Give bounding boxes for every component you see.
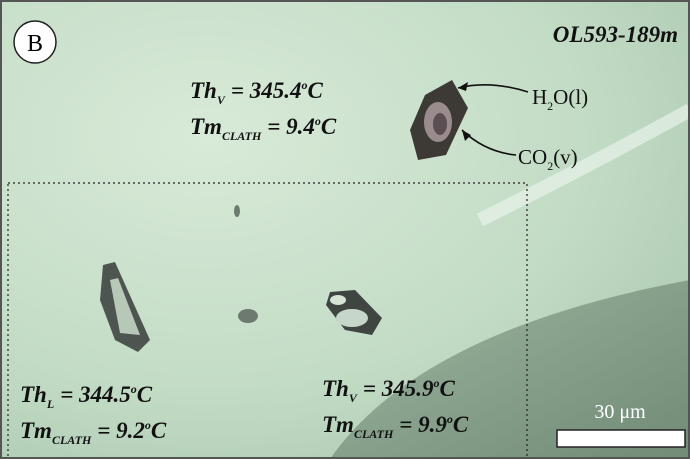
unit: C xyxy=(151,418,167,443)
sample-id: OL593-189m xyxy=(553,22,678,47)
subscript: V xyxy=(217,93,226,107)
unit: C xyxy=(453,412,469,437)
symbol: Th xyxy=(322,376,349,401)
value: = 9.2 xyxy=(97,418,145,443)
scale-bar xyxy=(557,430,685,447)
subscript: CLATH xyxy=(354,427,394,441)
symbol: Tm xyxy=(190,114,222,139)
subscript: CLATH xyxy=(222,129,262,143)
subscript: L xyxy=(46,397,54,411)
phase-state: (v) xyxy=(553,145,578,169)
unit: C xyxy=(307,78,323,103)
value: = 345.4 xyxy=(231,78,302,103)
value: = 9.9 xyxy=(399,412,447,437)
subscript: V xyxy=(349,391,358,405)
symbol: Tm xyxy=(322,412,354,437)
unit: C xyxy=(137,382,153,407)
phase-state: O(l) xyxy=(553,85,588,109)
micrograph: B OL593-189m H2O(l)CO2(v) ThV= 345.4oCTm… xyxy=(0,0,690,459)
inclusion xyxy=(234,205,240,217)
scale-label: 30 μm xyxy=(594,401,646,423)
symbol: Th xyxy=(190,78,217,103)
subscript: CLATH xyxy=(52,433,92,447)
phase-label: H2O(l) xyxy=(532,85,588,113)
symbol: Tm xyxy=(20,418,52,443)
value: = 9.4 xyxy=(267,114,315,139)
symbol: Th xyxy=(20,382,47,407)
panel-label: B xyxy=(27,31,43,57)
unit: C xyxy=(321,114,337,139)
inclusion xyxy=(238,309,258,323)
value: = 344.5 xyxy=(60,382,131,407)
value: = 345.9 xyxy=(363,376,434,401)
unit: C xyxy=(439,376,455,401)
formula: CO xyxy=(518,145,547,169)
formula: H xyxy=(532,85,547,109)
